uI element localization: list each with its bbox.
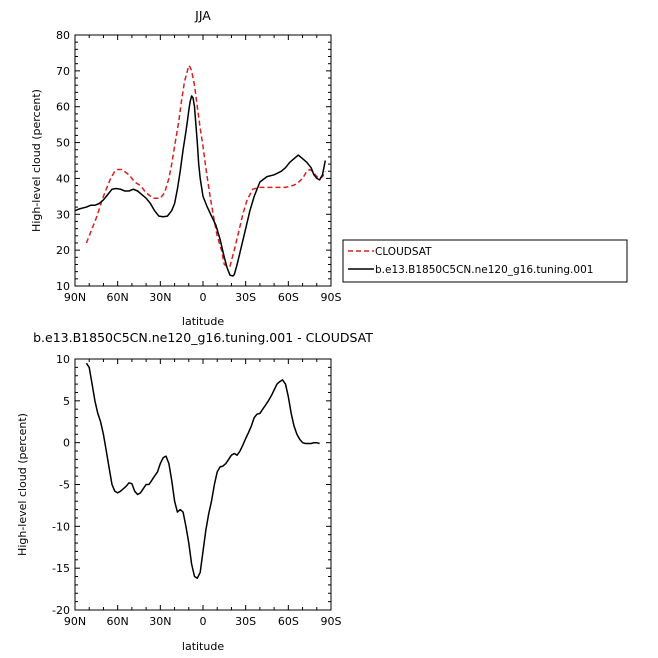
x-tick-label: 0 [200, 291, 207, 304]
bottom-chart-title: b.e13.B1850C5CN.ne120_g16.tuning.001 - C… [33, 330, 373, 345]
top-plot-frame [74, 34, 332, 287]
y-tick-label: 80 [56, 29, 70, 42]
y-tick-label: 50 [56, 137, 70, 150]
x-tick-label: 90N [64, 615, 86, 628]
y-tick-label: 10 [56, 280, 70, 293]
y-tick-label: 0 [63, 437, 70, 450]
x-tick-label: 30N [149, 291, 171, 304]
y-tick-label: -5 [59, 479, 70, 492]
x-tick-label: 30N [149, 615, 171, 628]
x-tick-label: 0 [200, 615, 207, 628]
y-tick-label: 20 [56, 244, 70, 257]
y-tick-label: 30 [56, 208, 70, 221]
x-tick-label: 60S [278, 615, 299, 628]
legend-label-cloudsat: CLOUDSAT [375, 246, 432, 258]
bottom-chart-panel: b.e13.B1850C5CN.ne120_g16.tuning.001 - C… [16, 330, 373, 653]
legend: CLOUDSAT b.e13.B1850C5CN.ne120_g16.tunin… [342, 239, 628, 283]
y-tick-label: 70 [56, 65, 70, 78]
y-tick-label: -20 [52, 604, 70, 617]
series-line-0 [85, 64, 326, 268]
top-y-axis-label: High-level cloud (percent) [30, 89, 43, 232]
bottom-y-axis-label: High-level cloud (percent) [16, 413, 29, 556]
bottom-chart-ticks: 90N 60N 30N 0 30S 60S 90S -20 -15 -10 -5 0 5 10 [52, 353, 341, 628]
top-chart-series [74, 64, 327, 277]
top-chart-title: JJA [194, 8, 211, 23]
y-tick-label: -15 [52, 562, 70, 575]
bottom-chart-series [85, 362, 320, 579]
x-tick-label: 30S [235, 615, 256, 628]
top-x-axis-label: latitude [182, 315, 224, 328]
top-chart-ticks: 90N 60N 30N 0 30S 60S 90S 10 20 30 40 50 60 70 80 [56, 29, 342, 304]
bottom-plot-frame [74, 358, 332, 611]
x-tick-label: 60N [107, 615, 129, 628]
x-tick-label: 60S [278, 291, 299, 304]
y-tick-label: 5 [63, 395, 70, 408]
legend-box [342, 239, 628, 283]
x-tick-label: 60N [107, 291, 129, 304]
y-tick-label: 10 [56, 353, 70, 366]
x-tick-label: 90N [64, 291, 86, 304]
bottom-x-axis-label: latitude [182, 640, 224, 653]
legend-label-model: b.e13.B1850C5CN.ne120_g16.tuning.001 [375, 264, 593, 276]
x-tick-label: 90S [321, 615, 342, 628]
top-chart-panel: JJA 90N 60N 30N 0 30S 60S 90S1020304050607080 … [30, 8, 342, 328]
y-tick-label: 60 [56, 101, 70, 114]
x-tick-label: 30S [235, 291, 256, 304]
y-tick-label: -10 [52, 520, 70, 533]
x-tick-label: 90S [321, 291, 342, 304]
y-tick-label: 40 [56, 172, 70, 185]
series-line-1 [74, 95, 327, 277]
series-line-0 [85, 362, 320, 579]
